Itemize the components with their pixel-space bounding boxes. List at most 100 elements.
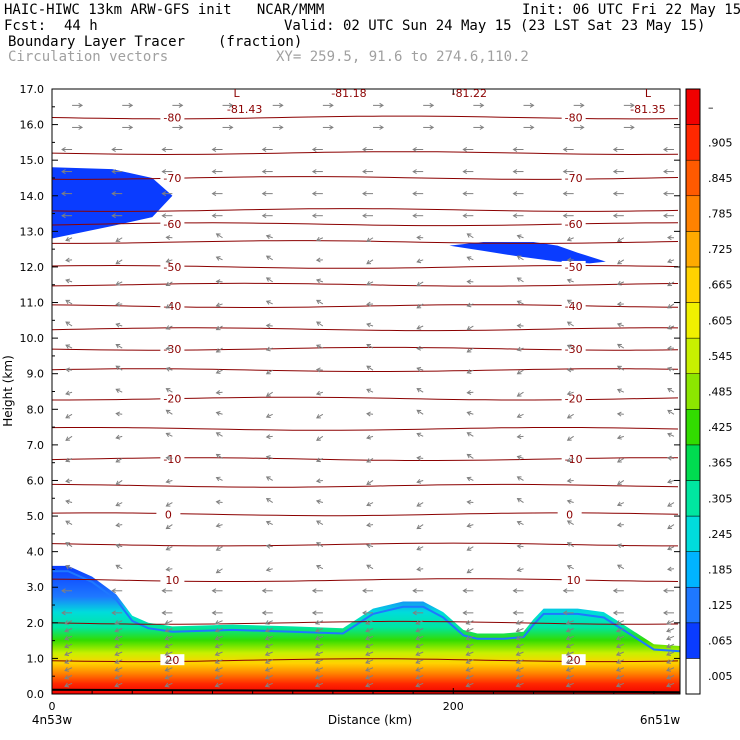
circulation-vector bbox=[466, 432, 474, 437]
circulation-vector bbox=[111, 147, 123, 152]
circulation-vector bbox=[115, 343, 123, 349]
circulation-vector bbox=[516, 567, 524, 572]
circulation-vector bbox=[516, 413, 524, 418]
circulation-vector bbox=[314, 682, 324, 688]
circulation-vector bbox=[512, 169, 524, 175]
circulation-vector bbox=[566, 236, 574, 242]
vector-shaft bbox=[64, 628, 73, 632]
isotherm-label-bg bbox=[561, 218, 586, 230]
isotherm-label: -40 bbox=[163, 300, 181, 313]
vector-head bbox=[466, 568, 472, 574]
vector-head bbox=[566, 321, 572, 326]
vector-head bbox=[616, 411, 622, 417]
vector-head bbox=[265, 369, 271, 375]
colorbar-swatch bbox=[685, 480, 701, 517]
circulation-vector bbox=[616, 501, 625, 507]
vector-head bbox=[211, 610, 217, 616]
vector-head bbox=[115, 388, 121, 393]
circulation-vector bbox=[663, 147, 674, 152]
circulation-vector bbox=[516, 520, 524, 526]
circulation-vector bbox=[616, 237, 625, 243]
vector-shaft bbox=[366, 457, 374, 463]
circulation-vector bbox=[415, 635, 424, 641]
vector-head bbox=[165, 478, 171, 484]
vector-head bbox=[161, 169, 167, 175]
vector-head bbox=[265, 498, 271, 503]
circulation-vector bbox=[667, 432, 675, 438]
vector-head bbox=[512, 213, 518, 219]
vector-shaft bbox=[166, 347, 173, 350]
vector-head bbox=[165, 566, 171, 572]
vector-head bbox=[128, 102, 134, 108]
vector-head bbox=[314, 674, 320, 680]
circulation-vector bbox=[161, 588, 173, 594]
tracer-edge bbox=[52, 570, 680, 653]
vector-shaft bbox=[65, 520, 73, 526]
circulation-vector bbox=[115, 522, 123, 528]
vector-head bbox=[65, 457, 71, 463]
vector-head bbox=[412, 610, 417, 616]
vector-shaft bbox=[315, 675, 324, 679]
vector-shaft bbox=[517, 277, 524, 283]
vector-shaft bbox=[265, 651, 273, 656]
circulation-vector bbox=[566, 257, 574, 263]
vector-head bbox=[114, 682, 120, 688]
circulation-vector bbox=[211, 610, 223, 616]
circulation-vector bbox=[311, 213, 323, 219]
vector-head bbox=[566, 278, 572, 284]
circulation-vector bbox=[612, 191, 624, 197]
circulation-vector bbox=[161, 191, 173, 197]
vector-head bbox=[61, 213, 66, 219]
vector-head bbox=[516, 346, 522, 352]
vector-head bbox=[465, 667, 471, 672]
circulation-vector bbox=[465, 627, 474, 633]
vector-shaft bbox=[316, 435, 324, 441]
vector-head bbox=[416, 281, 422, 287]
circulation-vector bbox=[366, 280, 374, 286]
vector-head bbox=[115, 411, 121, 417]
vector-shaft bbox=[467, 256, 474, 261]
vector-shaft bbox=[566, 659, 574, 664]
circulation-vector bbox=[615, 682, 625, 688]
circulation-vector bbox=[215, 302, 223, 308]
vector-shaft bbox=[115, 480, 123, 485]
vector-head bbox=[264, 651, 270, 657]
vector-shaft bbox=[266, 568, 273, 571]
circulation-vector bbox=[516, 234, 524, 240]
circulation-vector bbox=[515, 643, 524, 649]
circulation-vector bbox=[64, 674, 73, 680]
vector-shaft bbox=[517, 235, 524, 239]
vector-shaft bbox=[65, 435, 73, 441]
vector-shaft bbox=[216, 412, 223, 415]
circulation-vector bbox=[64, 620, 73, 625]
circulation-vector bbox=[415, 627, 424, 633]
isotherm-label: -60 bbox=[163, 218, 181, 231]
vector-shaft bbox=[567, 520, 574, 526]
vector-shaft bbox=[365, 682, 374, 687]
circulation-vector bbox=[465, 620, 474, 625]
colorbar-label: .905 bbox=[708, 136, 733, 149]
vector-shaft bbox=[366, 281, 374, 286]
circulation-vector bbox=[667, 281, 675, 287]
vector-head bbox=[416, 345, 421, 351]
vector-head bbox=[115, 343, 121, 349]
vector-shaft bbox=[666, 628, 675, 632]
circulation-vector bbox=[72, 124, 84, 130]
vector-shaft bbox=[366, 259, 374, 265]
circulation-vector bbox=[515, 682, 524, 688]
vector-shaft bbox=[617, 259, 625, 265]
vector-head bbox=[615, 635, 621, 641]
circulation-vector bbox=[64, 667, 73, 672]
circulation-vector bbox=[416, 545, 424, 551]
colorbar-label: .185 bbox=[708, 563, 733, 576]
vector-head bbox=[366, 259, 372, 265]
vector-head bbox=[616, 301, 622, 307]
vector-head bbox=[315, 278, 321, 284]
vector-shaft bbox=[365, 635, 374, 640]
circulation-vector bbox=[115, 411, 123, 417]
isotherm-label: 10 bbox=[165, 574, 179, 587]
circulation-vector bbox=[72, 102, 84, 108]
colorbar-label: .605 bbox=[708, 314, 733, 327]
vector-head bbox=[165, 366, 171, 372]
vector-head bbox=[161, 588, 167, 594]
